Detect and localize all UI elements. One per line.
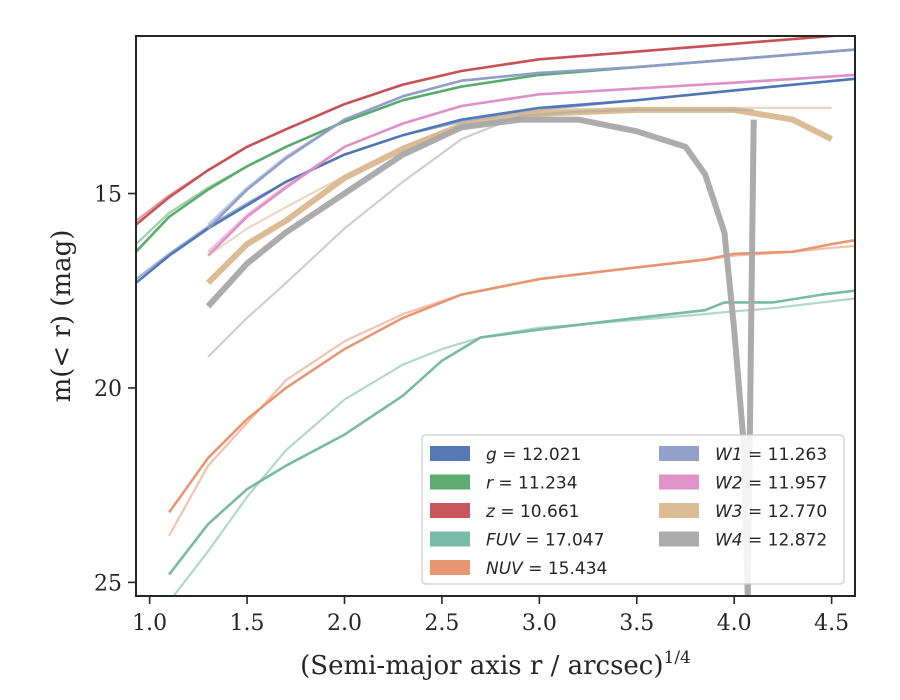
series-w2-line [207,73,855,257]
legend-label-w1: W1 = 11.263 [715,445,827,465]
legend-swatch-w4 [659,531,699,547]
legend-label-r: r = 11.234 [486,474,578,494]
legend-label-nuv: NUV = 15.434 [486,559,607,579]
legend-label-w4: W4 = 12.872 [715,531,827,551]
x-axis-label: (Semi-major axis r / arcsec)1/4 [300,648,691,681]
series-w4-line [205,116,757,596]
x-axis: 1.0 1.5 2.0 2.5 3.0 3.5 4.0 4.5 [132,596,849,636]
x-tick-label: 1.0 [132,611,167,636]
legend-label-w3: W3 = 12.770 [715,502,827,522]
legend-label-g: g = 12.021 [486,445,581,465]
legend: g = 12.021 r = 11.234 z = 10.661 FUV = 17.0… [421,434,845,585]
series-g-line [136,77,855,284]
legend-swatch-g [430,446,470,461]
series-layer [136,36,855,596]
legend-label-z: z = 10.661 [485,502,579,522]
legend-label-fuv: FUV = 17.047 [486,531,604,551]
x-tick-label: 4.5 [814,611,849,636]
plot-frame [135,35,856,597]
y-tick-label: 25 [94,571,122,596]
legend-label-w2: W2 = 11.957 [715,474,827,494]
legend-swatch-nuv [430,560,470,575]
legend-swatch-fuv [430,531,470,547]
x-tick-label: 3.0 [522,611,557,636]
x-tick-label: 3.5 [619,611,654,636]
x-tick-label: 4.0 [717,611,752,636]
series-w1-line [207,48,855,230]
series-fuv-line [168,289,855,576]
series-nuv-line [168,238,855,514]
x-tick-label: 2.5 [424,611,459,636]
y-axis: 15 20 25 [94,183,136,596]
x-axis-label-text: (Semi-major axis r / arcsec)1/4 [300,648,691,681]
x-tick-label: 1.5 [230,611,265,636]
x-tick-label: 2.0 [327,611,362,636]
legend-frame [421,434,845,585]
legend-swatch-r [430,474,470,490]
legend-swatch-w3 [659,503,699,518]
y-tick-label: 15 [94,183,122,208]
series-w4-model-line [207,108,754,358]
series-z-line [136,36,848,226]
legend-swatch-w1 [659,446,699,461]
y-tick-label: 20 [94,377,122,402]
y-axis-label: m(< r) (mag) [47,230,77,403]
legend-swatch-z [430,503,470,518]
legend-swatch-w2 [659,474,699,490]
